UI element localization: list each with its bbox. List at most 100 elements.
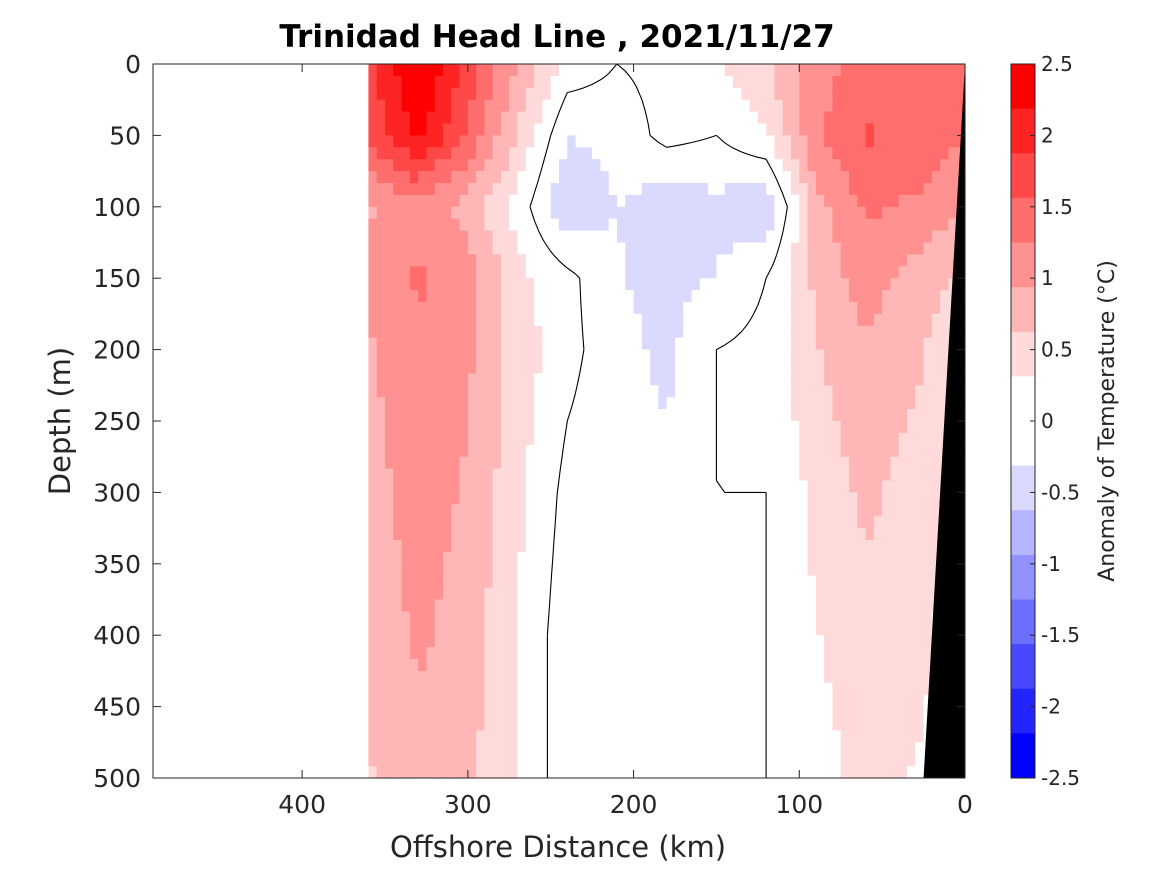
heatmap-cell [484,528,494,541]
heatmap-cell [608,194,618,208]
heatmap-cell [625,397,635,410]
heatmap-cell [873,456,883,470]
heatmap-cell [633,659,643,672]
colorbar-tick-label: 2 [1041,123,1054,147]
heatmap-cell [873,64,883,77]
heatmap-cell [890,397,900,410]
heatmap-cell [741,694,751,708]
heatmap-cell [799,373,809,386]
heatmap-cell [782,337,792,351]
heatmap-cell [567,409,577,422]
heatmap-cell [451,444,461,458]
heatmap-cell [716,135,726,148]
heatmap-cell [658,278,668,291]
heatmap-cell [525,563,535,577]
heatmap-cell [633,111,643,125]
heatmap-cell [666,421,676,434]
heatmap-cell [865,694,875,708]
heatmap-cell [774,373,784,386]
heatmap-cell [550,218,560,232]
heatmap-cell [625,123,635,136]
heatmap-cell [799,361,809,374]
heatmap-cell [385,468,394,482]
heatmap-cell [708,480,718,493]
heatmap-cell [799,385,809,398]
heatmap-cell [840,242,850,255]
heatmap-cell [733,206,742,220]
heatmap-cell [641,397,651,410]
heatmap-cell [733,563,742,577]
heatmap-cell [915,337,925,351]
heatmap-cell [476,194,486,208]
heatmap-cell [401,361,411,374]
heatmap-cell [542,266,552,279]
heatmap-cell [476,528,486,541]
heatmap-cell [857,313,867,327]
heatmap-cell [683,516,693,529]
heatmap-cell [782,123,792,136]
heatmap-cell [641,540,651,553]
heatmap-cell [418,563,428,577]
heatmap-cell [807,730,817,743]
heatmap-cell [542,254,552,267]
heatmap-cell [907,159,916,172]
heatmap-cell [724,706,734,720]
heatmap-cell [749,480,759,493]
heatmap-cell [708,266,718,279]
heatmap-cell [699,397,709,410]
heatmap-cell [824,480,834,493]
heatmap-cell [418,742,428,755]
heatmap-cell [443,432,452,446]
heatmap-cell [633,194,643,208]
heatmap-cell [840,183,850,196]
heatmap-cell [716,468,726,482]
heatmap-cell [923,528,933,541]
heatmap-cell [757,456,767,470]
heatmap-cell [923,302,933,315]
heatmap-cell [766,587,776,601]
heatmap-cell [898,290,908,303]
heatmap-cell [525,361,535,374]
heatmap-cell [608,397,618,410]
heatmap-cell [774,611,784,624]
heatmap-cell [890,766,900,779]
heatmap-cell [583,504,593,517]
heatmap-cell [617,706,626,720]
heatmap-cell [592,432,602,446]
heatmap-cell [559,575,568,589]
heatmap-cell [931,504,941,517]
heatmap-cell [716,194,726,208]
heatmap-cell [492,135,502,148]
heatmap-cell [741,75,751,89]
heatmap-cell [650,242,660,255]
heatmap-cell [368,230,378,244]
heatmap-cell [716,254,726,267]
heatmap-cell [484,373,494,386]
heatmap-cell [865,302,875,315]
heatmap-cell [567,659,577,672]
heatmap-cell [650,540,660,553]
heatmap-cell [691,206,701,220]
heatmap-cell [575,385,585,398]
heatmap-cell [650,206,660,220]
heatmap-cell [675,718,684,731]
heatmap-cell [583,171,593,184]
heatmap-cell [757,254,767,267]
heatmap-cell [401,754,411,767]
heatmap-cell [401,385,411,398]
heatmap-cell [882,421,892,434]
heatmap-cell [849,516,858,529]
heatmap-cell [525,432,535,446]
heatmap-cell [550,766,560,779]
heatmap-cell [641,313,651,327]
heatmap-cell [724,432,734,446]
heatmap-cell [633,611,643,624]
heatmap-cell [824,754,834,767]
heatmap-cell [484,218,494,232]
heatmap-cell [376,218,386,232]
heatmap-cell [459,706,469,720]
heatmap-cell [451,254,461,267]
heatmap-cell [517,266,527,279]
heatmap-cell [691,647,701,660]
